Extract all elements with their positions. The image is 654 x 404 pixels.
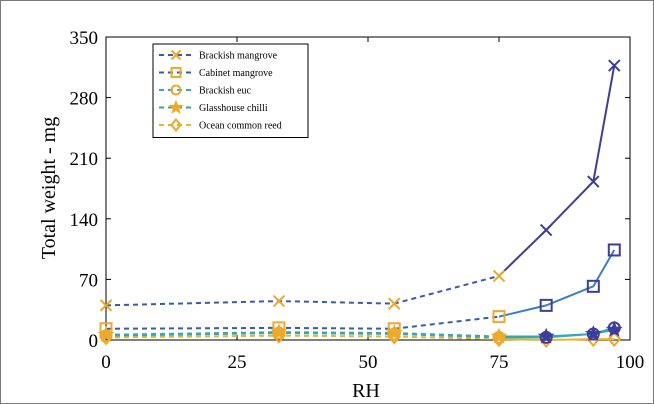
series-line-solid-ocean-common-reed <box>498 338 615 342</box>
legend-marker-glasshouse-chilli <box>168 99 184 114</box>
legend-label-brackish-euc: Brackish euc <box>199 86 251 97</box>
plot-area: 0 25 50 75 100 0 70 140 210 280 350 Brackish mangro… <box>70 28 645 373</box>
data-point-ocean-common-reed <box>607 331 622 348</box>
data-point-brackish-mangrove <box>387 297 401 310</box>
series-line-solid-cabinet-mangrove <box>498 249 616 318</box>
data-point-brackish-euc <box>99 329 113 343</box>
y-axis-title: Total weight - mg <box>38 117 60 259</box>
series-line-dashed-brackish-mangrove <box>105 274 500 307</box>
y-tick-label: 140 <box>70 210 99 231</box>
x-axis-title: RH <box>352 380 380 402</box>
legend-marker-ocean-common-reed <box>170 117 182 133</box>
data-point-brackish-euc <box>539 330 553 344</box>
data-point-cabinet-mangrove <box>99 322 113 336</box>
data-point-brackish-mangrove <box>492 269 506 283</box>
y-tick-label: 350 <box>70 28 99 49</box>
y-tick-label: 280 <box>70 89 99 110</box>
data-point-cabinet-mangrove <box>492 310 506 324</box>
legend-marker-brackish-mangrove <box>170 49 182 61</box>
series-line-solid-brackish-euc <box>499 326 615 339</box>
series-line-solid-brackish-mangrove <box>498 65 616 277</box>
data-point-brackish-mangrove <box>539 223 553 237</box>
data-point-cabinet-mangrove <box>586 279 600 293</box>
legend-label-glasshouse-chilli: Glasshouse chilli <box>199 103 268 114</box>
data-point-brackish-mangrove <box>99 299 113 312</box>
legend-label-ocean-common-reed: Ocean common reed <box>199 121 282 132</box>
data-point-cabinet-mangrove <box>607 243 621 257</box>
data-point-cabinet-mangrove <box>539 298 553 312</box>
data-point-ocean-common-reed <box>539 331 553 349</box>
data-point-brackish-mangrove <box>587 175 600 188</box>
y-tick-label: 70 <box>79 270 98 291</box>
data-point-brackish-mangrove <box>272 294 286 308</box>
x-tick-label: 25 <box>228 352 247 373</box>
data-point-brackish-mangrove <box>608 59 621 72</box>
x-tick-label: 75 <box>490 352 509 373</box>
x-tick-label: 50 <box>359 352 378 373</box>
data-point-brackish-euc <box>586 327 600 341</box>
x-tick-label: 100 <box>616 352 645 373</box>
data-point-cabinet-mangrove <box>387 322 401 336</box>
legend-marker-cabinet-mangrove <box>170 67 182 78</box>
legend-label-brackish-mangrove: Brackish mangrove <box>199 51 278 62</box>
data-point-brackish-euc <box>492 330 506 344</box>
y-tick-label: 0 <box>89 331 99 352</box>
x-tick-label: 0 <box>101 352 111 373</box>
y-tick-label: 210 <box>70 149 99 170</box>
data-point-brackish-euc <box>607 321 621 335</box>
legend-marker-brackish-euc <box>170 84 182 96</box>
legend-label-cabinet-mangrove: Cabinet mangrove <box>199 68 273 79</box>
data-point-cabinet-mangrove <box>272 321 286 335</box>
